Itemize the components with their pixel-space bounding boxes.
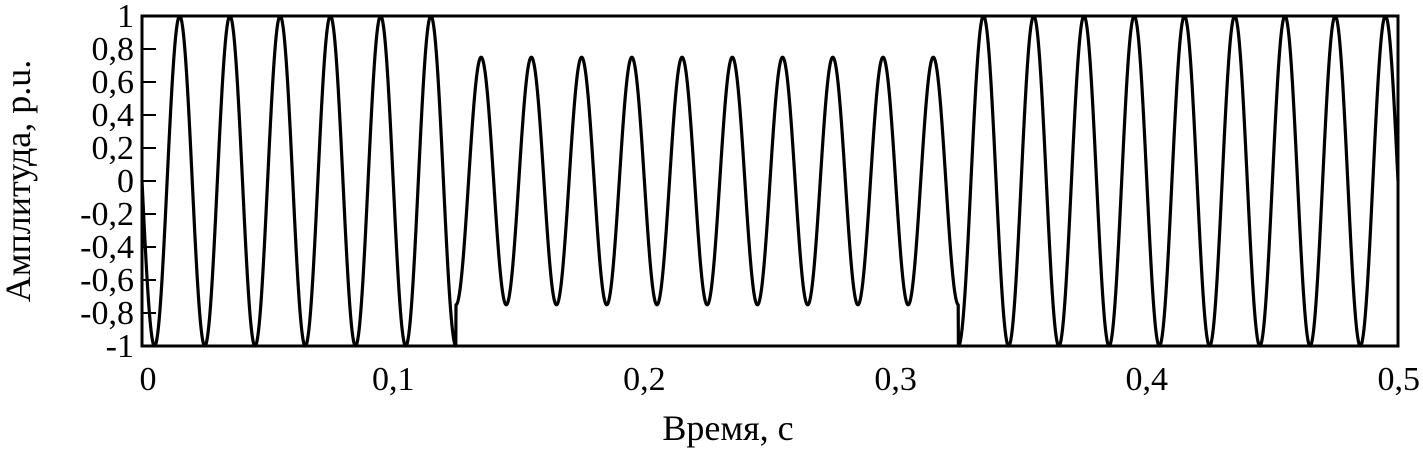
y-tick-label: 0,6: [92, 64, 135, 101]
x-tick-label: 0,1: [372, 361, 415, 398]
y-tick-label: 0,2: [92, 130, 135, 167]
y-tick-label: 0,4: [92, 97, 135, 134]
y-axis: 10,80,60,40,20-0,2-0,4-0,6-0,8-1: [80, 0, 156, 365]
y-tick-label: 1: [117, 0, 134, 35]
x-tick-label: 0: [140, 361, 157, 398]
y-tick-label: 0,8: [92, 31, 135, 68]
y-tick-label: -1: [106, 328, 134, 365]
x-tick-label: 0,3: [874, 361, 917, 398]
x-axis-label: Время, с: [662, 408, 793, 448]
y-tick-label: 0: [117, 163, 134, 200]
curve-layer: [140, 14, 1400, 348]
y-tick-label: -0,4: [80, 229, 134, 266]
y-tick-label: -0,6: [80, 262, 134, 299]
x-tick-label: 0,5: [1378, 361, 1421, 398]
x-axis: 0 0,1 0,2 0,3 0,4 0,5: [140, 361, 1421, 398]
x-tick-label: 0,2: [623, 361, 666, 398]
signal-line: [140, 14, 1400, 348]
y-tick-label: -0,8: [80, 295, 134, 332]
y-axis-label: Амплитуда, p.u.: [0, 60, 38, 303]
x-tick-label: 0,4: [1126, 361, 1169, 398]
y-tick-label: -0,2: [80, 196, 134, 233]
